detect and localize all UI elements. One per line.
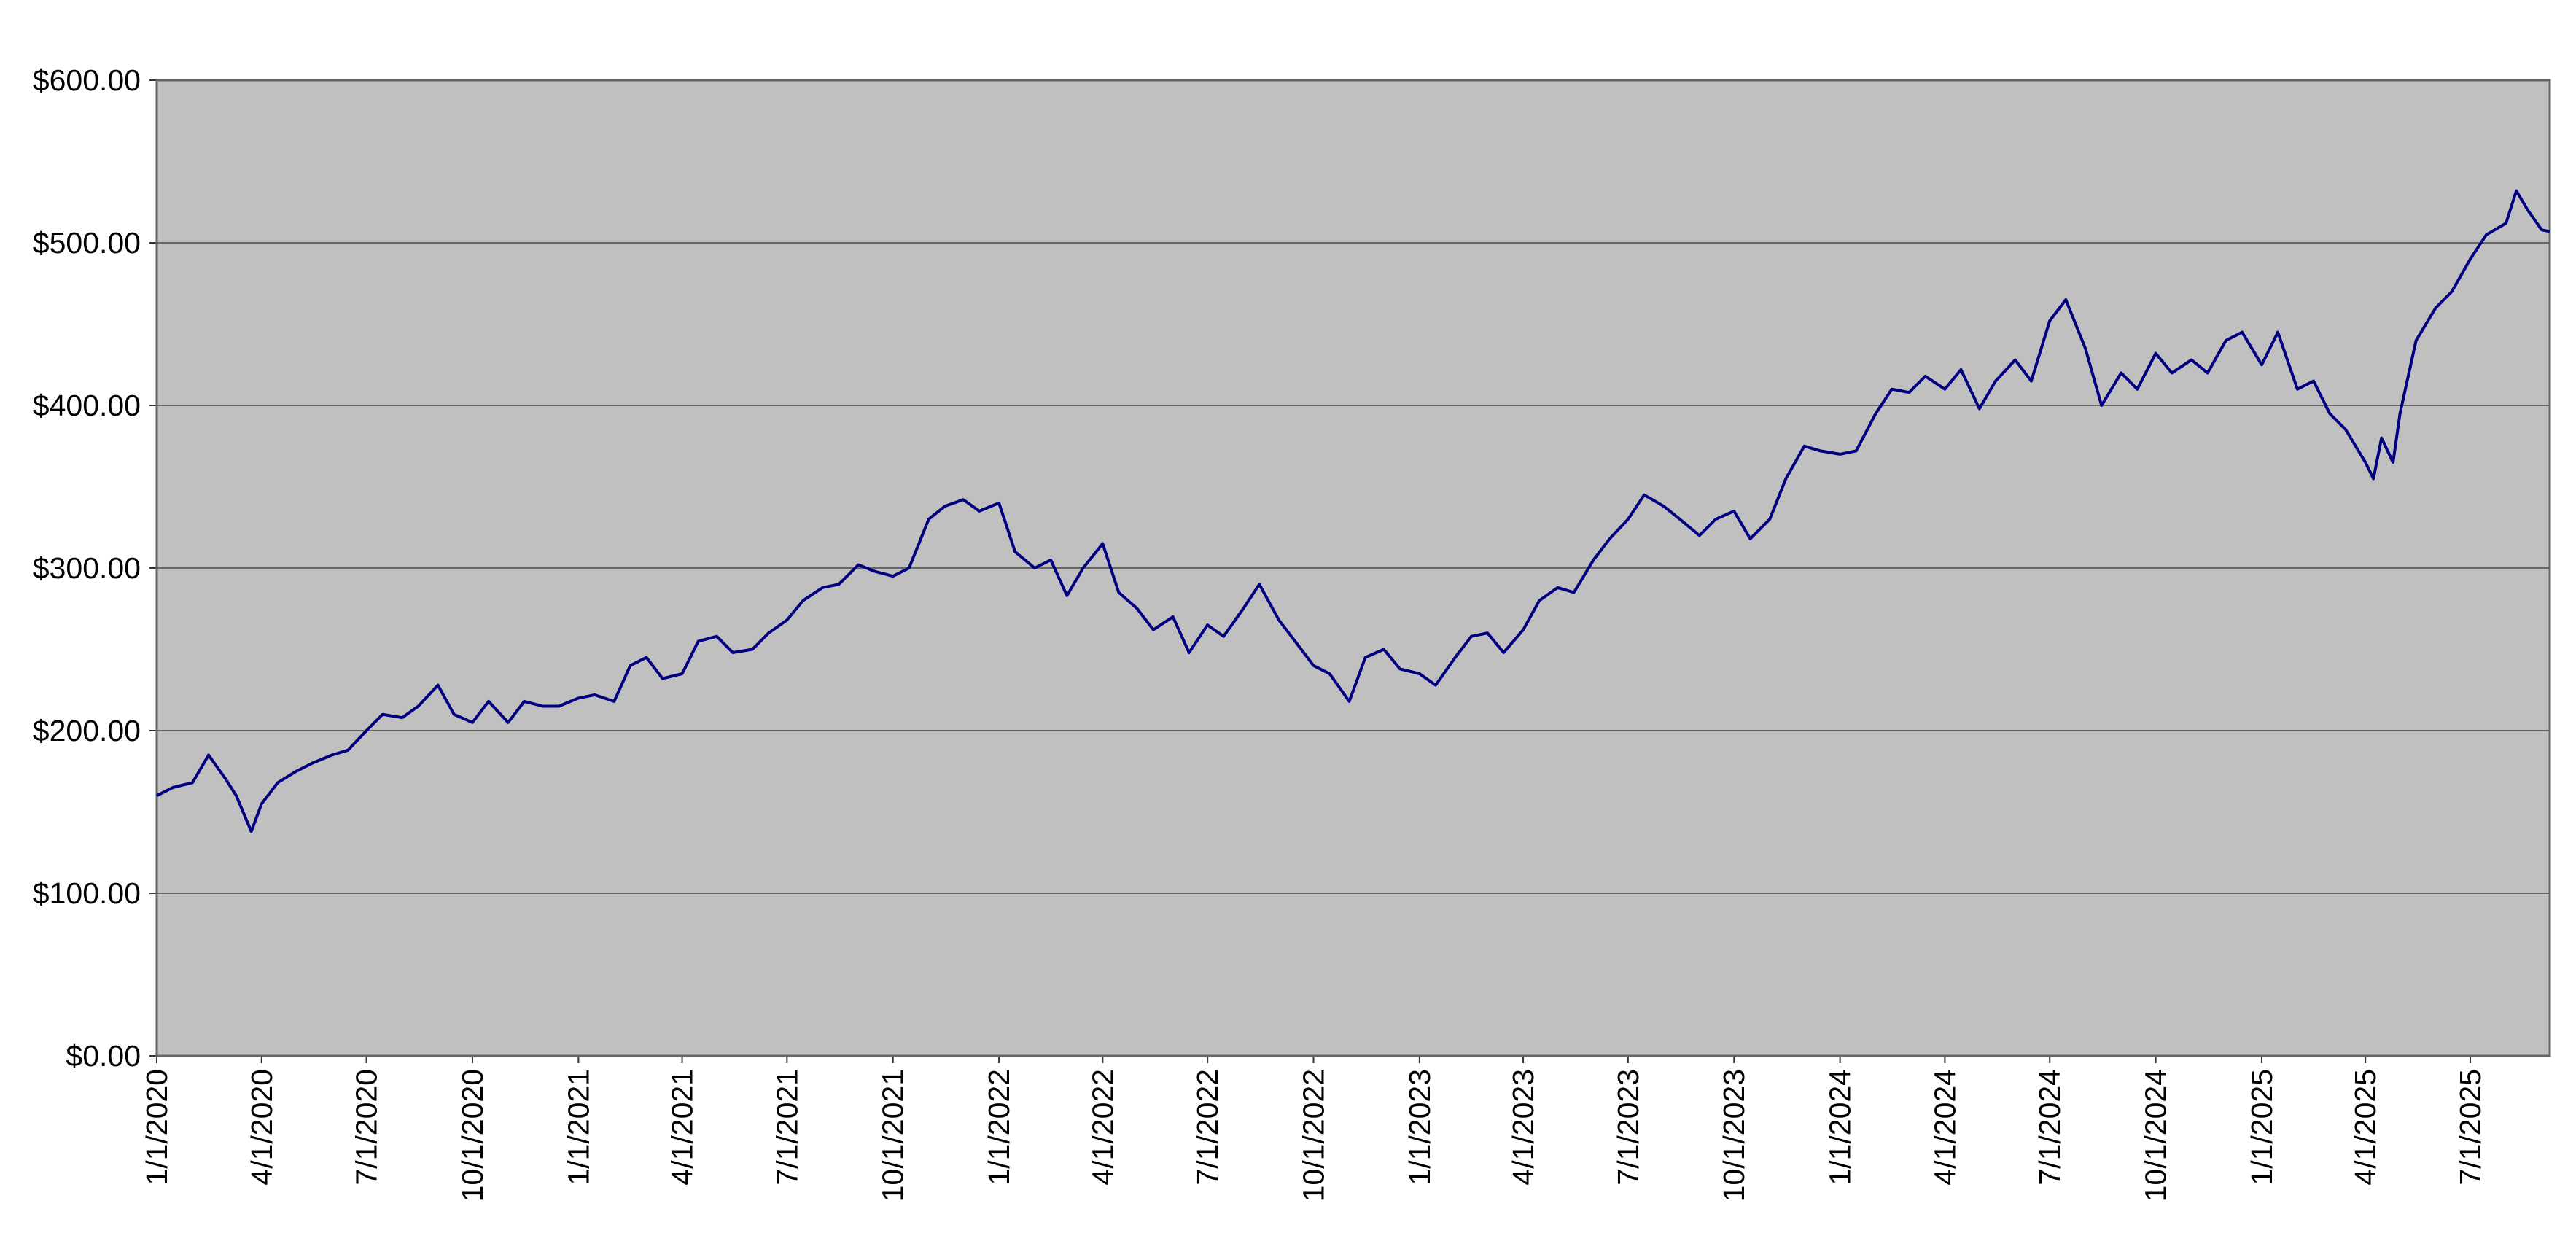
x-tick-label: 7/1/2020 [350,1069,384,1186]
x-tick-label: 1/1/2025 [2245,1069,2279,1186]
x-tick-label: 4/1/2024 [1928,1069,1961,1186]
x-tick-label: 7/1/2022 [1191,1069,1224,1186]
x-tick-label: 1/1/2020 [140,1069,174,1186]
y-tick-label: $300.00 [33,551,141,585]
price-line [156,189,2550,833]
x-tick-label: 7/1/2024 [2033,1069,2066,1186]
x-tick-label: 4/1/2021 [666,1069,699,1186]
x-tick-label: 1/1/2022 [982,1069,1016,1186]
y-tick-label: $600.00 [33,63,141,97]
x-tick-label: 1/1/2023 [1403,1069,1436,1186]
y-tick-label: $500.00 [33,226,141,260]
x-tick-label: 10/1/2021 [876,1069,910,1202]
y-tick-label: $0.00 [66,1039,141,1073]
x-tick-label: 1/1/2021 [561,1069,595,1186]
x-tick-label: 4/1/2023 [1506,1069,1540,1186]
x-tick-label: 10/1/2024 [2139,1069,2173,1202]
x-tick-label: 4/1/2025 [2349,1069,2382,1186]
x-tick-label: 4/1/2020 [245,1069,279,1186]
plot-border [155,79,2551,1057]
x-tick-label: 7/1/2023 [1611,1069,1645,1186]
x-tick-label: 1/1/2024 [1824,1069,1857,1186]
y-tick-label: $400.00 [33,389,141,422]
y-tick-label: $200.00 [33,714,141,747]
x-tick-label: 7/1/2021 [770,1069,803,1186]
y-tick-label: $100.00 [33,876,141,910]
x-tick-label: 10/1/2020 [456,1069,489,1202]
x-tick-label: 4/1/2022 [1086,1069,1119,1186]
x-tick-label: 10/1/2023 [1717,1069,1751,1202]
x-tick-label: 7/1/2025 [2454,1069,2487,1186]
x-tick-label: 10/1/2022 [1296,1069,1330,1202]
